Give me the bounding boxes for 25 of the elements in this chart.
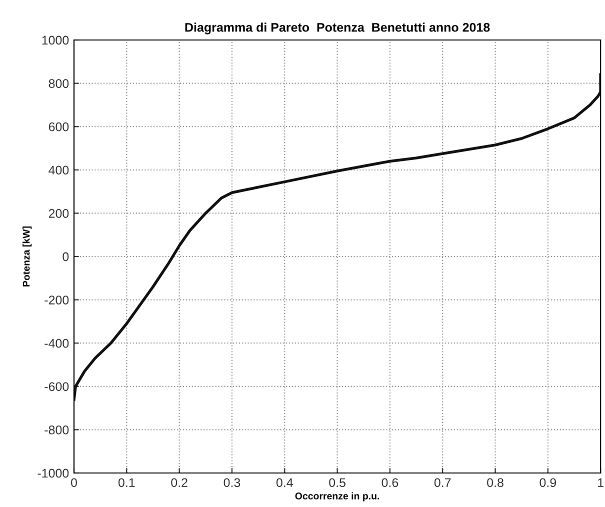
y-tick-label: 800 — [48, 79, 69, 88]
x-tick-label: 1 — [598, 478, 604, 487]
x-axis-title: Occorrenze in p.u. — [295, 492, 380, 502]
y-tick-label: 600 — [48, 122, 69, 132]
y-tick-label: -200 — [44, 296, 69, 304]
x-tick-label: 0.4 — [276, 478, 293, 488]
y-tick-label: -400 — [44, 338, 69, 348]
y-tick-label: -600 — [44, 382, 69, 392]
x-tick-label: 0.9 — [540, 478, 556, 488]
x-tick-label: 0.6 — [382, 478, 398, 488]
chart-title: Diagramma di Pareto Potenza Benetutti anno 2018 — [185, 22, 490, 34]
x-tick-label: 0.5 — [329, 478, 346, 488]
y-tick-label: -1000 — [38, 468, 69, 478]
x-tick-label: 0.7 — [434, 478, 451, 488]
x-tick-label: 0.2 — [171, 478, 188, 488]
x-tick-label: 0.1 — [118, 478, 135, 488]
x-tick-label: 0.3 — [224, 478, 240, 488]
y-axis-title: Potenza [kW] — [22, 226, 32, 286]
y-tick-label: 1000 — [42, 36, 69, 45]
y-tick-label: 0 — [62, 252, 69, 262]
x-tick-label: 0 — [71, 478, 77, 488]
y-tick-label: 200 — [48, 209, 69, 218]
x-tick-label: 0.8 — [487, 478, 504, 488]
y-tick-label: -800 — [44, 426, 69, 434]
y-tick-label: 400 — [48, 166, 69, 175]
